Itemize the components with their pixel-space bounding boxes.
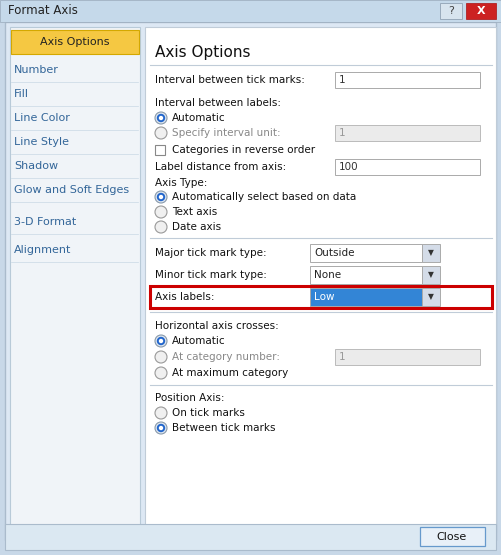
Bar (420, 527, 485, 546)
Bar (422, 244, 440, 262)
Text: Shadow: Shadow (14, 161, 58, 171)
Text: 1: 1 (339, 352, 346, 362)
Bar (150, 286, 492, 308)
Circle shape (155, 407, 167, 419)
Text: 100: 100 (339, 162, 359, 172)
Circle shape (157, 425, 164, 431)
Circle shape (159, 117, 162, 119)
Circle shape (157, 114, 164, 122)
Text: Number: Number (14, 65, 59, 75)
Text: Axis Type:: Axis Type: (155, 178, 207, 188)
Text: 1: 1 (339, 75, 346, 85)
Text: Outside: Outside (314, 248, 355, 258)
Circle shape (155, 191, 167, 203)
Circle shape (155, 127, 167, 139)
Bar (145, 27, 496, 532)
Text: Fill: Fill (14, 89, 29, 99)
Circle shape (159, 195, 162, 199)
Bar (335, 159, 480, 175)
Circle shape (155, 206, 167, 218)
Text: Position Axis:: Position Axis: (155, 393, 224, 403)
Text: Axis labels:: Axis labels: (155, 292, 214, 302)
Text: ▼: ▼ (428, 249, 434, 258)
Bar (422, 266, 440, 284)
Text: Axis Options: Axis Options (155, 44, 250, 59)
Bar (422, 288, 440, 306)
Text: Format Axis: Format Axis (8, 4, 78, 18)
Bar (440, 3, 462, 19)
Circle shape (159, 426, 162, 430)
Text: X: X (476, 6, 485, 16)
Text: Horizontal axis crosses:: Horizontal axis crosses: (155, 321, 279, 331)
Bar (335, 349, 480, 365)
Text: Interval between tick marks:: Interval between tick marks: (155, 75, 305, 85)
Text: Glow and Soft Edges: Glow and Soft Edges (14, 185, 129, 195)
Circle shape (155, 112, 167, 124)
Bar (310, 266, 422, 284)
Text: Interval between labels:: Interval between labels: (155, 98, 281, 108)
Text: Categories in reverse order: Categories in reverse order (172, 145, 315, 155)
Circle shape (155, 422, 167, 434)
Text: ▼: ▼ (428, 292, 434, 301)
Text: Automatic: Automatic (172, 336, 225, 346)
Bar (155, 145, 165, 155)
Circle shape (155, 221, 167, 233)
Bar (335, 125, 480, 141)
Text: Automatically select based on data: Automatically select based on data (172, 192, 356, 202)
Text: None: None (314, 270, 341, 280)
Text: 3-D Format: 3-D Format (14, 217, 76, 227)
Circle shape (155, 351, 167, 363)
Text: Major tick mark type:: Major tick mark type: (155, 248, 267, 258)
Circle shape (155, 367, 167, 379)
Text: At maximum category: At maximum category (172, 368, 288, 378)
Text: 1: 1 (339, 128, 346, 138)
Text: Low: Low (314, 292, 335, 302)
Bar (466, 3, 496, 19)
Text: Between tick marks: Between tick marks (172, 423, 276, 433)
Text: Text axis: Text axis (172, 207, 217, 217)
Text: Minor tick mark type:: Minor tick mark type: (155, 270, 267, 280)
Text: ?: ? (448, 6, 454, 16)
Circle shape (159, 340, 162, 342)
Circle shape (157, 194, 164, 200)
Circle shape (155, 335, 167, 347)
Bar (310, 288, 422, 306)
Text: Close: Close (437, 532, 467, 542)
Bar (310, 244, 422, 262)
Text: Line Color: Line Color (14, 113, 70, 123)
Text: Automatic: Automatic (172, 113, 225, 123)
Bar (5, 524, 496, 550)
Text: Label distance from axis:: Label distance from axis: (155, 162, 286, 172)
Circle shape (157, 337, 164, 345)
Text: Alignment: Alignment (14, 245, 71, 255)
Text: Axis Options: Axis Options (40, 37, 110, 47)
Text: Line Style: Line Style (14, 137, 69, 147)
Text: Specify interval unit:: Specify interval unit: (172, 128, 281, 138)
Bar (335, 72, 480, 88)
Bar (11, 30, 139, 54)
Bar (0, 0, 501, 22)
Text: On tick marks: On tick marks (172, 408, 245, 418)
Text: At category number:: At category number: (172, 352, 280, 362)
Bar (10, 27, 140, 532)
Text: ▼: ▼ (428, 270, 434, 280)
Text: Date axis: Date axis (172, 222, 221, 232)
